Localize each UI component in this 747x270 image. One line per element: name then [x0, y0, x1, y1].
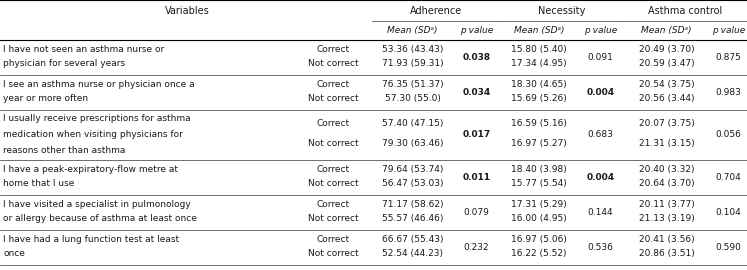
Text: 71.17 (58.62): 71.17 (58.62): [382, 200, 443, 209]
Text: 16.00 (4.95): 16.00 (4.95): [511, 214, 567, 223]
Text: 20.49 (3.70): 20.49 (3.70): [639, 45, 694, 54]
Text: 0.017: 0.017: [462, 130, 491, 139]
Text: Not correct: Not correct: [309, 179, 359, 188]
Text: 55.57 (46.46): 55.57 (46.46): [382, 214, 443, 223]
Text: 16.97 (5.06): 16.97 (5.06): [511, 235, 567, 244]
Text: Mean (SDᵃ): Mean (SDᵃ): [387, 26, 438, 35]
Text: Mean (SDᵃ): Mean (SDᵃ): [514, 26, 564, 35]
Text: Correct: Correct: [317, 235, 350, 244]
Text: 16.59 (5.16): 16.59 (5.16): [511, 119, 567, 128]
Text: 0.536: 0.536: [588, 243, 613, 252]
Text: 17.34 (4.95): 17.34 (4.95): [511, 59, 567, 68]
Text: 18.30 (4.65): 18.30 (4.65): [511, 80, 567, 89]
Text: 0.983: 0.983: [716, 88, 742, 97]
Text: 21.13 (3.19): 21.13 (3.19): [639, 214, 695, 223]
Text: 0.104: 0.104: [716, 208, 741, 217]
Text: reasons other than asthma: reasons other than asthma: [3, 146, 125, 156]
Text: once: once: [3, 249, 25, 258]
Text: 21.31 (3.15): 21.31 (3.15): [639, 139, 695, 148]
Text: 20.40 (3.32): 20.40 (3.32): [639, 165, 694, 174]
Text: Adherence: Adherence: [410, 5, 462, 15]
Text: 20.86 (3.51): 20.86 (3.51): [639, 249, 695, 258]
Text: 18.40 (3.98): 18.40 (3.98): [511, 165, 567, 174]
Text: 52.54 (44.23): 52.54 (44.23): [382, 249, 443, 258]
Text: 16.97 (5.27): 16.97 (5.27): [511, 139, 567, 148]
Text: 57.40 (47.15): 57.40 (47.15): [382, 119, 443, 128]
Text: 0.056: 0.056: [716, 130, 742, 139]
Text: p value: p value: [584, 26, 617, 35]
Text: Correct: Correct: [317, 80, 350, 89]
Text: or allergy because of asthma at least once: or allergy because of asthma at least on…: [3, 214, 197, 223]
Text: Not correct: Not correct: [309, 94, 359, 103]
Text: 79.64 (53.74): 79.64 (53.74): [382, 165, 443, 174]
Text: 56.47 (53.03): 56.47 (53.03): [382, 179, 443, 188]
Text: 79.30 (63.46): 79.30 (63.46): [382, 139, 443, 148]
Text: 76.35 (51.37): 76.35 (51.37): [382, 80, 443, 89]
Text: 15.80 (5.40): 15.80 (5.40): [511, 45, 567, 54]
Text: 0.144: 0.144: [588, 208, 613, 217]
Text: I see an asthma nurse or physician once a: I see an asthma nurse or physician once …: [3, 80, 195, 89]
Text: medication when visiting physicians for: medication when visiting physicians for: [3, 130, 183, 139]
Text: 15.77 (5.54): 15.77 (5.54): [511, 179, 567, 188]
Text: 66.67 (55.43): 66.67 (55.43): [382, 235, 443, 244]
Text: 20.54 (3.75): 20.54 (3.75): [639, 80, 694, 89]
Text: physician for several years: physician for several years: [3, 59, 125, 68]
Text: 20.07 (3.75): 20.07 (3.75): [639, 119, 695, 128]
Text: Asthma control: Asthma control: [648, 5, 722, 15]
Text: 20.41 (3.56): 20.41 (3.56): [639, 235, 694, 244]
Text: 20.56 (3.44): 20.56 (3.44): [639, 94, 694, 103]
Text: I have not seen an asthma nurse or: I have not seen an asthma nurse or: [3, 45, 164, 54]
Text: 71.93 (59.31): 71.93 (59.31): [382, 59, 443, 68]
Text: 16.22 (5.52): 16.22 (5.52): [511, 249, 567, 258]
Text: 0.038: 0.038: [462, 53, 491, 62]
Text: 0.034: 0.034: [462, 88, 491, 97]
Text: 0.683: 0.683: [588, 130, 613, 139]
Text: I usually receive prescriptions for asthma: I usually receive prescriptions for asth…: [3, 114, 190, 123]
Text: 0.004: 0.004: [586, 88, 615, 97]
Text: Correct: Correct: [317, 165, 350, 174]
Text: Not correct: Not correct: [309, 214, 359, 223]
Text: year or more often: year or more often: [3, 94, 88, 103]
Text: I have a peak-expiratory-flow metre at: I have a peak-expiratory-flow metre at: [3, 165, 178, 174]
Text: 0.079: 0.079: [464, 208, 489, 217]
Text: p value: p value: [712, 26, 745, 35]
Text: 0.004: 0.004: [586, 173, 615, 182]
Text: 0.704: 0.704: [716, 173, 741, 182]
Text: Variables: Variables: [165, 5, 210, 15]
Text: I have had a lung function test at least: I have had a lung function test at least: [3, 235, 179, 244]
Text: p value: p value: [460, 26, 493, 35]
Text: 20.64 (3.70): 20.64 (3.70): [639, 179, 694, 188]
Text: 0.232: 0.232: [464, 243, 489, 252]
Text: 0.590: 0.590: [716, 243, 742, 252]
Text: 20.11 (3.77): 20.11 (3.77): [639, 200, 695, 209]
Text: 0.091: 0.091: [588, 53, 613, 62]
Text: 0.875: 0.875: [716, 53, 742, 62]
Text: 15.69 (5.26): 15.69 (5.26): [511, 94, 567, 103]
Text: home that I use: home that I use: [3, 179, 75, 188]
Text: 0.011: 0.011: [462, 173, 491, 182]
Text: Not correct: Not correct: [309, 59, 359, 68]
Text: Mean (SDᵃ): Mean (SDᵃ): [641, 26, 692, 35]
Text: 17.31 (5.29): 17.31 (5.29): [511, 200, 567, 209]
Text: I have visited a specialist in pulmonology: I have visited a specialist in pulmonolo…: [3, 200, 190, 209]
Text: Not correct: Not correct: [309, 249, 359, 258]
Text: Correct: Correct: [317, 45, 350, 54]
Text: 20.59 (3.47): 20.59 (3.47): [639, 59, 694, 68]
Text: Necessity: Necessity: [538, 5, 585, 15]
Text: Not correct: Not correct: [309, 139, 359, 148]
Text: 57.30 (55.0): 57.30 (55.0): [385, 94, 441, 103]
Text: 53.36 (43.43): 53.36 (43.43): [382, 45, 443, 54]
Text: Correct: Correct: [317, 119, 350, 128]
Text: Correct: Correct: [317, 200, 350, 209]
